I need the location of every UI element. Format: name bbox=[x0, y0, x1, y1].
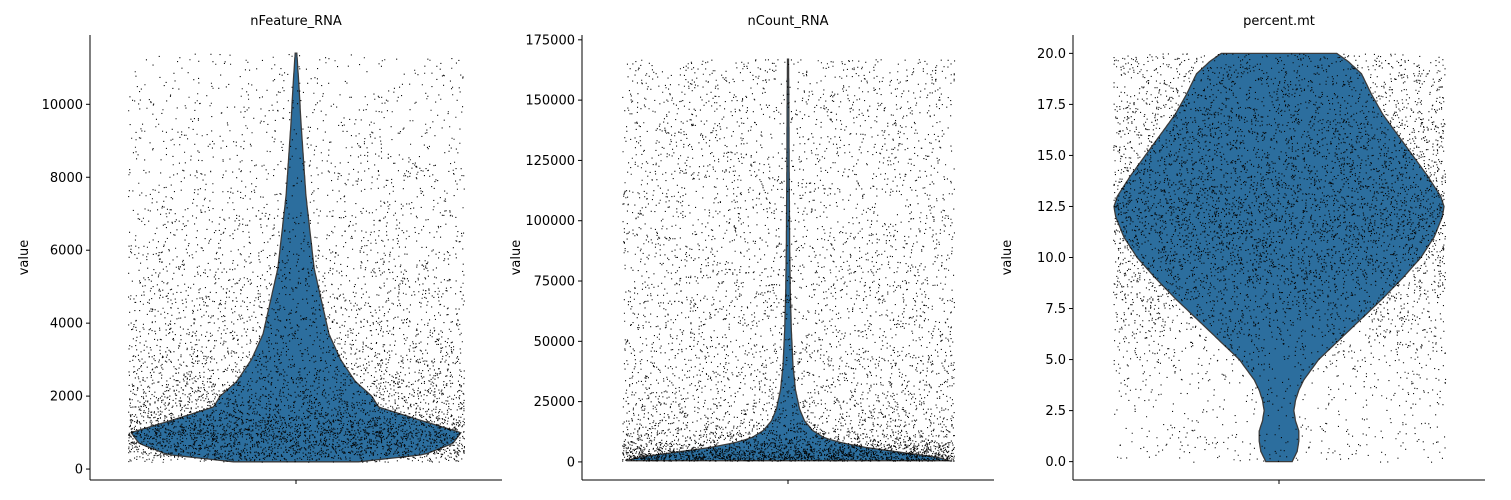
y-tick-label: 0.0 bbox=[1045, 455, 1066, 470]
y-tick-label: 150000 bbox=[525, 94, 575, 109]
y-tick-label: 7.5 bbox=[1045, 302, 1066, 317]
y-tick-label: 125000 bbox=[525, 154, 575, 169]
y-tick-label: 17.5 bbox=[1037, 98, 1066, 113]
scatter-points bbox=[128, 53, 465, 463]
violin-body bbox=[1113, 52, 1445, 463]
y-tick-label: 4000 bbox=[50, 317, 83, 332]
y-tick-label: 12.5 bbox=[1037, 200, 1066, 215]
violin-body bbox=[626, 58, 950, 462]
violin-panel: percent.mt value 0.0 2.5 5.0 7.5 10.0 12.5 15.0 1… bbox=[1000, 14, 1485, 484]
y-tick-label: 8000 bbox=[50, 171, 83, 186]
y-tick-label: 15.0 bbox=[1037, 149, 1066, 164]
y-axis-label: value bbox=[1000, 240, 1015, 276]
y-tick-label: 10000 bbox=[42, 98, 83, 113]
y-tick-label: 2000 bbox=[50, 390, 83, 405]
y-tick-label: 50000 bbox=[534, 335, 575, 350]
chart-title: percent.mt bbox=[1243, 14, 1315, 29]
chart-title: nFeature_RNA bbox=[250, 14, 342, 29]
scatter-points bbox=[1113, 53, 1447, 463]
y-axis-label: value bbox=[509, 240, 524, 276]
y-tick-label: 100000 bbox=[525, 214, 575, 229]
y-tick-label: 20.0 bbox=[1037, 47, 1066, 62]
violin-body bbox=[130, 52, 462, 463]
y-tick-label: 10.0 bbox=[1037, 251, 1066, 266]
chart-title: nCount_RNA bbox=[748, 14, 829, 29]
y-tick-label: 2.5 bbox=[1045, 404, 1066, 419]
y-tick-label: 75000 bbox=[534, 275, 575, 290]
y-axis-label: value bbox=[17, 240, 32, 276]
y-tick-label: 0 bbox=[567, 455, 575, 470]
y-tick-label: 0 bbox=[75, 463, 83, 478]
y-tick-label: 175000 bbox=[525, 33, 575, 48]
y-tick-label: 6000 bbox=[50, 244, 83, 259]
y-tick-label: 5.0 bbox=[1045, 353, 1066, 368]
y-tick-label: 25000 bbox=[534, 395, 575, 410]
